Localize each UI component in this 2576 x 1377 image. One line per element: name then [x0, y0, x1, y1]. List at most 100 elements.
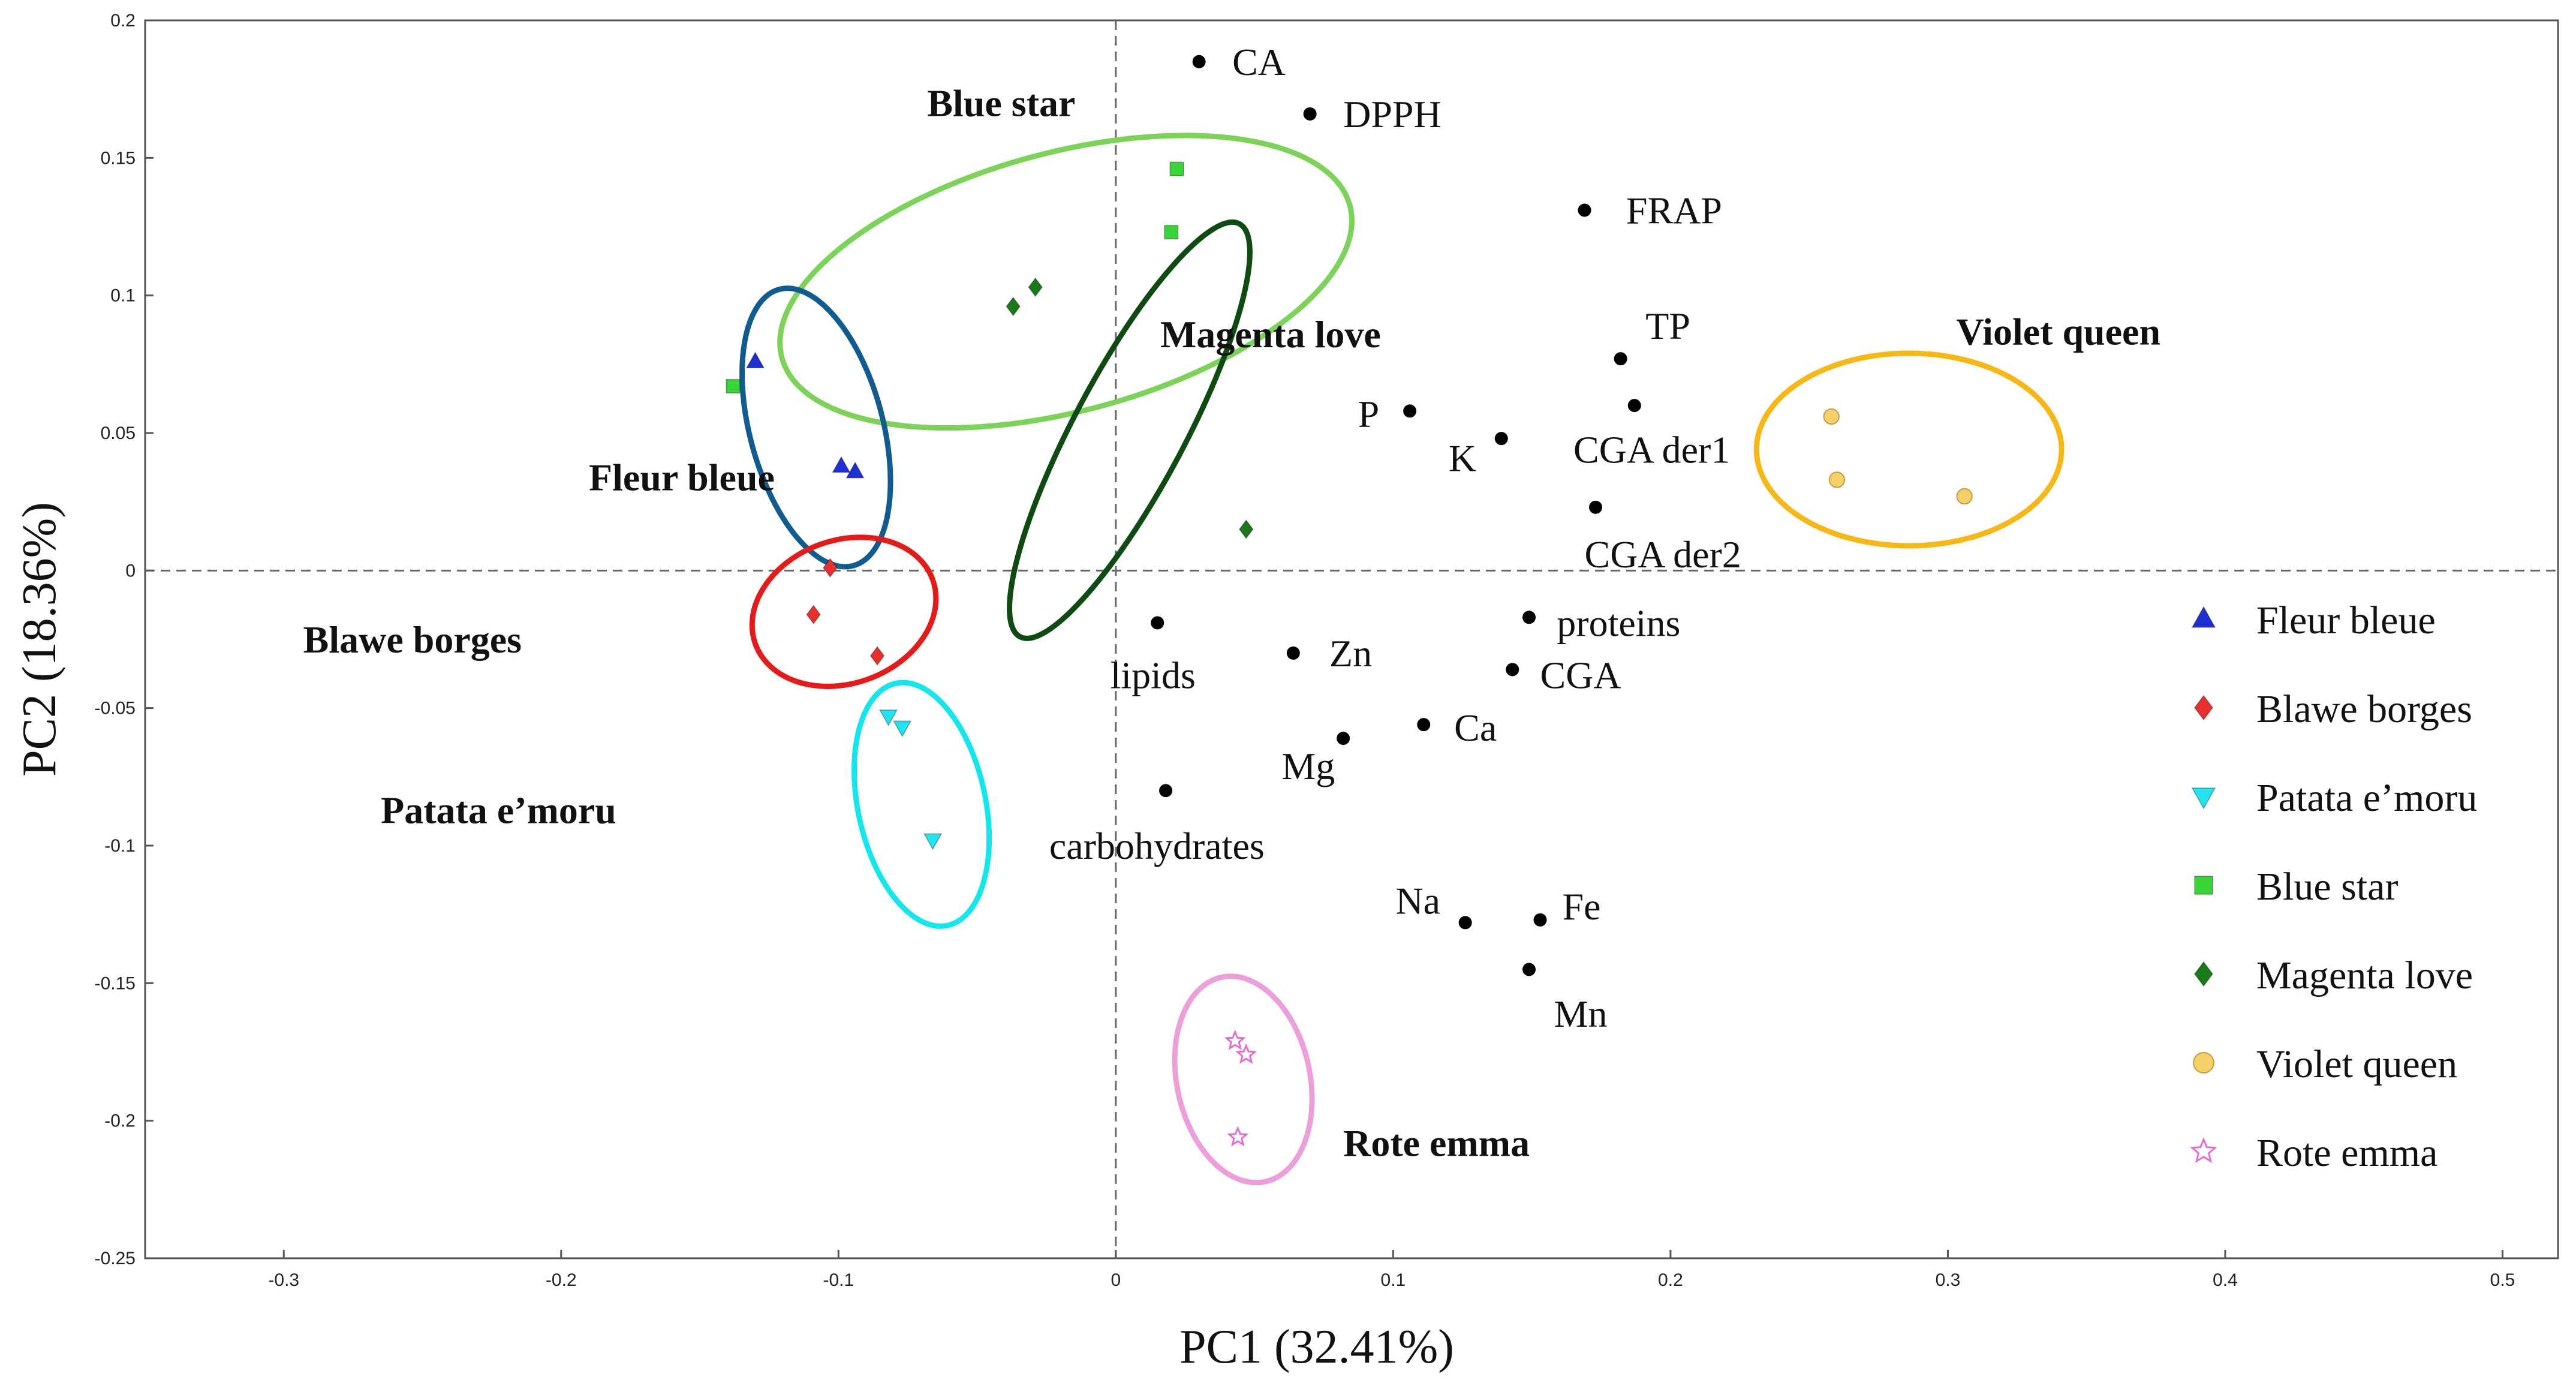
variable-label-cga-der2: CGA der2	[1585, 533, 1741, 576]
data-point-blawe-borges	[823, 558, 838, 578]
group-label-violet-queen: Violet queen	[1956, 310, 2160, 353]
y-tick-label: -0.1	[104, 836, 136, 856]
variable-point-lipids	[1151, 616, 1164, 630]
y-axis-ticks: 0.2 0.15 0.1 0.05 0 -0.05 -0.1 -0.15 -0.2 -0.25	[95, 11, 154, 1268]
zero-lines	[145, 20, 2558, 1258]
data-point-rote-emma	[1224, 1029, 1246, 1050]
y-tick-label: 0.2	[110, 11, 136, 31]
ellipse-blawe-borges	[749, 534, 939, 689]
data-point-blawe-borges	[869, 646, 885, 666]
variable-point-dpph	[1303, 107, 1317, 121]
plot-frame	[144, 19, 2559, 1259]
variable-label-fe: Fe	[1563, 885, 1601, 928]
variable-label-dpph: DPPH	[1343, 93, 1442, 136]
group-label-rote-emma: Rote emma	[1343, 1122, 1530, 1164]
variable-label-zn: Zn	[1329, 632, 1372, 675]
variable-point-mn	[1522, 963, 1536, 976]
variable-point-na	[1458, 916, 1472, 930]
y-tick-label: 0	[125, 561, 136, 581]
group-labels: Blue star Fleur bleue Magenta love Blawe bo…	[303, 82, 2160, 1165]
x-axis-label: PC1 (32.41%)	[1179, 1321, 1454, 1373]
variable-label-carbohydrates: carbohydrates	[1049, 825, 1265, 867]
legend-marker-magenta-love	[2194, 961, 2213, 987]
y-tick-label: 0.05	[101, 423, 136, 443]
variable-point-tp	[1614, 352, 1627, 366]
variable-point-mg	[1337, 732, 1350, 745]
x-tick-label: 0	[1111, 1270, 1121, 1290]
legend-label-blawe-borges: Blawe borges	[2256, 687, 2472, 731]
data-point-violet-queen	[1828, 471, 1846, 488]
legend-marker-blue-star	[2194, 876, 2213, 895]
ellipse-rote-emma	[1172, 973, 1315, 1186]
legend-label-fleur-bleue: Fleur bleue	[2256, 599, 2436, 642]
variable-label-proteins: proteins	[1557, 602, 1680, 644]
legend-label-rote-emma: Rote emma	[2256, 1131, 2437, 1175]
x-axis-ticks: -0.3 -0.2 -0.1 0 0.1 0.2 0.3 0.4 0.5	[268, 1250, 2515, 1290]
x-tick-label: 0.5	[2490, 1270, 2515, 1290]
x-tick-label: 0.4	[2213, 1270, 2238, 1290]
x-tick-label: -0.1	[823, 1270, 854, 1290]
variable-point-cga-der1	[1627, 399, 1641, 413]
legend-label-magenta-love: Magenta love	[2256, 954, 2473, 997]
data-point-rote-emma	[1235, 1043, 1257, 1064]
group-label-magenta-love: Magenta love	[1160, 313, 1381, 356]
variable-point-k	[1494, 432, 1508, 446]
y-tick-label: -0.25	[95, 1249, 136, 1268]
legend-marker-violet-queen	[2193, 1052, 2214, 1074]
legend-label-patata-e-moru: Patata e’moru	[2256, 776, 2477, 820]
x-tick-label: 0.2	[1658, 1270, 1683, 1290]
data-point-violet-queen	[1823, 408, 1840, 425]
legend-label-blue-star: Blue star	[2256, 865, 2398, 909]
variable-label-tp: TP	[1645, 305, 1690, 347]
variable-point-cga	[1506, 663, 1519, 677]
variable-point-frap	[1578, 203, 1591, 217]
variable-label-p: P	[1358, 393, 1380, 435]
legend-marker-patata-e-moru	[2191, 787, 2216, 810]
variable-label-frap: FRAP	[1626, 189, 1722, 231]
data-point-fleur-bleue	[832, 456, 851, 473]
group-label-fleur-bleue: Fleur bleue	[589, 456, 775, 498]
variable-label-ca: Ca	[1454, 706, 1497, 749]
x-tick-label: -0.3	[268, 1270, 299, 1290]
data-point-blue-star	[726, 379, 741, 394]
ellipse-patata-e-moru	[851, 680, 992, 929]
variable-point-fe	[1533, 913, 1547, 927]
ellipse-blue-star	[777, 133, 1355, 431]
data-point-patata-e-moru	[923, 833, 943, 850]
x-tick-label: 0.1	[1381, 1270, 1406, 1290]
variable-point-cga-der2	[1589, 500, 1603, 514]
x-tick-label: -0.2	[546, 1270, 577, 1290]
variable-loadings: CA DPPH FRAP TP P CGA der1 K CGA der2 proteins li…	[1049, 41, 1741, 1035]
data-point-fleur-bleue	[845, 461, 865, 479]
legend-marker-blawe-borges	[2194, 694, 2213, 721]
data-point-patata-e-moru	[893, 720, 912, 738]
variable-label-mg: Mg	[1281, 745, 1335, 787]
legend: Fleur bleue Blawe borges Patata e’moru Blue…	[2190, 599, 2477, 1175]
group-label-blue-star: Blue star	[927, 82, 1075, 125]
variable-point-ca	[1192, 55, 1206, 68]
legend-marker-fleur-bleue	[2191, 606, 2216, 628]
variable-label-na: Na	[1395, 880, 1440, 922]
data-point-magenta-love	[1239, 519, 1254, 539]
legend-marker-rote-emma	[2190, 1137, 2217, 1163]
y-tick-label: -0.15	[95, 973, 136, 993]
variable-label-ca: CA	[1232, 41, 1286, 83]
data-point-violet-queen	[1956, 488, 1973, 505]
group-ellipses	[739, 133, 2065, 1186]
variable-label-cga-der1: CGA der1	[1573, 429, 1730, 471]
variable-point-ca	[1417, 718, 1431, 732]
y-tick-label: -0.2	[104, 1111, 136, 1131]
variable-label-k: K	[1449, 437, 1476, 479]
ellipse-magenta-love	[1007, 219, 1253, 641]
legend-label-violet-queen: Violet queen	[2256, 1042, 2457, 1086]
y-tick-label: 0.1	[110, 286, 136, 306]
y-tick-label: 0.15	[101, 148, 136, 168]
group-label-patata-e-moru: Patata e’moru	[381, 789, 616, 831]
data-point-fleur-bleue	[746, 351, 765, 368]
variable-label-mn: Mn	[1554, 993, 1608, 1035]
variable-point-proteins	[1522, 611, 1536, 624]
ellipse-fleur-bleue	[739, 285, 893, 570]
data-point-blawe-borges	[806, 605, 821, 624]
